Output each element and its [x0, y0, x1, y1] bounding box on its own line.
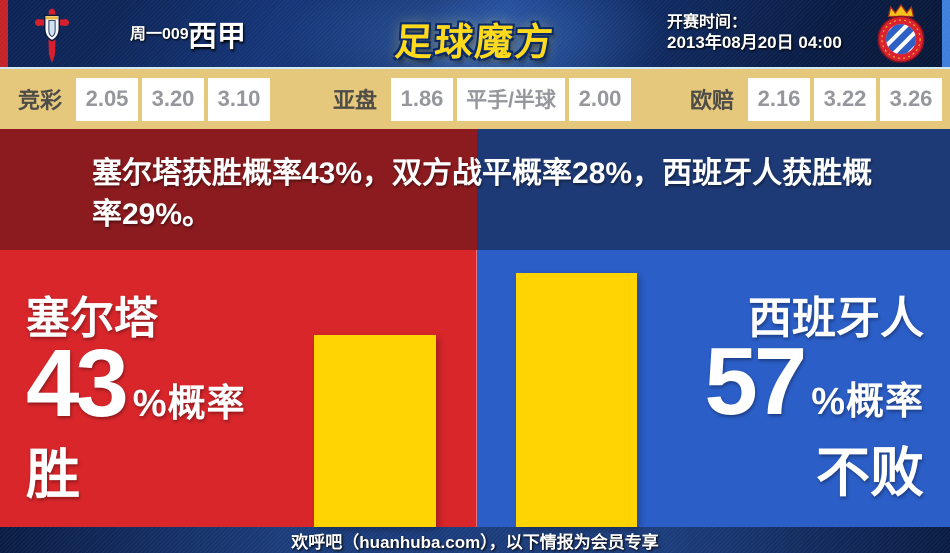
footer-bar: 欢呼吧（huanhuba.com），以下情报为会员专享 — [0, 527, 950, 553]
odds-value-box: 2.00 — [569, 77, 632, 121]
match-code: 周一009 — [130, 26, 189, 43]
summary-bg-away — [477, 129, 950, 250]
home-outcome-label: 胜 — [26, 445, 80, 505]
home-percent-value: 43 — [26, 330, 129, 437]
odds-label: 竞彩 — [18, 88, 63, 113]
panel-divider — [476, 250, 477, 527]
espanyol-crest-icon — [874, 3, 928, 70]
probability-summary-band: 塞尔塔获胜概率43%，双方战平概率28%，西班牙人获胜概率29%。 — [0, 129, 950, 250]
odds-value-box: 2.16 — [748, 77, 811, 121]
kickoff-value: 2013年08月20日 04:00 — [667, 33, 842, 52]
handicap-box: 平手/半球 — [457, 77, 566, 121]
summary-bg-home — [0, 129, 477, 250]
footer-text: 欢呼吧（huanhuba.com），以下情报为会员专享 — [291, 532, 659, 552]
kickoff-time-block: 开赛时间： 2013年08月20日 04:00 — [667, 13, 842, 53]
home-probability-bar — [314, 335, 436, 527]
kickoff-label: 开赛时间： — [667, 14, 748, 31]
odds-value-box: 3.22 — [814, 77, 877, 121]
odds-label: 欧赔 — [690, 88, 735, 113]
odds-band: 竞彩 2.05 3.20 3.10 亚盘 1.86 平手/半球 2.00 欧赔 … — [0, 69, 950, 129]
away-accent-stripe — [942, 0, 950, 67]
odds-value-box: 1.86 — [391, 77, 454, 121]
odds-value-box: 3.10 — [208, 77, 271, 121]
match-header-bar: 周一009 西甲 足球魔方 开赛时间： 2013年08月20日 04:00 — [0, 0, 950, 67]
prediction-panels: 塞尔塔 43 %概率 胜 西班牙人 57 %概率 不败 — [0, 250, 950, 527]
away-percent-suffix: %概率 — [811, 381, 924, 423]
odds-value-box: 3.20 — [142, 77, 205, 121]
away-percent-row: 57 %概率 — [704, 334, 924, 430]
odds-group-jingcai: 竞彩 2.05 3.20 3.10 — [18, 69, 271, 129]
celta-vigo-crest-icon — [31, 6, 73, 69]
home-accent-stripe — [0, 0, 8, 67]
home-percent-row: 43 %概率 — [26, 336, 246, 432]
odds-value-box: 3.26 — [880, 77, 943, 121]
home-percent-suffix: %概率 — [132, 383, 246, 425]
league-name: 西甲 — [188, 21, 247, 53]
away-team-name: 西班牙人 — [748, 294, 924, 343]
odds-label: 亚盘 — [333, 88, 378, 113]
away-probability-bar — [516, 273, 637, 527]
probability-summary-text: 塞尔塔获胜概率43%，双方战平概率28%，西班牙人获胜概率29%。 — [92, 157, 873, 231]
header-separator — [0, 67, 950, 69]
odds-value-box: 2.05 — [76, 77, 139, 121]
home-team-name: 塞尔塔 — [26, 294, 158, 343]
away-outcome-label: 不败 — [816, 443, 924, 503]
odds-group-oupei: 欧赔 2.16 3.22 3.26 — [690, 69, 943, 129]
away-percent-value: 57 — [704, 328, 807, 435]
odds-group-yapan: 亚盘 1.86 平手/半球 2.00 — [333, 69, 632, 129]
